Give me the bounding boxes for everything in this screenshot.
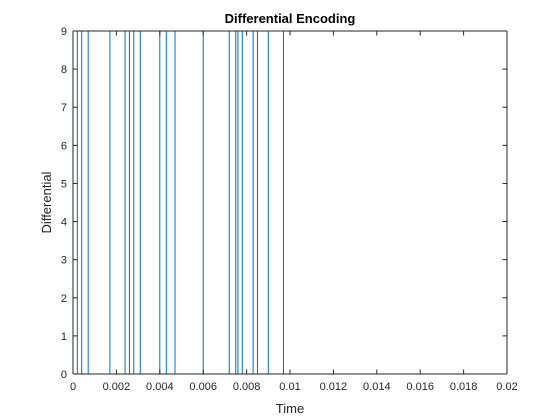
x-tick-label: 0.012 [320,381,348,393]
y-axis-title: Differential [39,171,54,233]
y-tick-label: 1 [61,331,67,343]
plot-area [73,31,507,374]
x-tick-label: 0.006 [189,381,217,393]
x-axis-title: Time [276,401,304,416]
y-tick-label: 8 [61,64,67,76]
x-tick-label: 0.014 [363,381,391,393]
x-tick-label: 0.002 [103,381,131,393]
x-tick-label: 0.016 [406,381,434,393]
y-tick-label: 9 [61,26,67,38]
y-tick-label: 3 [61,255,67,267]
y-tick-label: 2 [61,293,67,305]
x-tick-label: 0 [70,381,76,393]
x-tick-label: 0.01 [279,381,300,393]
x-tick-label: 0.008 [233,381,261,393]
x-tick-label: 0.004 [146,381,174,393]
y-tick-label: 5 [61,178,67,190]
x-tick-label: 0.018 [450,381,478,393]
y-tick-label: 4 [61,217,67,229]
y-tick-label: 6 [61,140,67,152]
ticks-layer: 0 0.002 0.004 0.006 0.008 0.01 0.012 0.014 0.016… [61,26,518,393]
chart-title: Differential Encoding [225,11,356,26]
x-tick-label: 0.02 [496,381,517,393]
y-tick-label: 0 [61,369,67,381]
y-tick-label: 7 [61,102,67,114]
